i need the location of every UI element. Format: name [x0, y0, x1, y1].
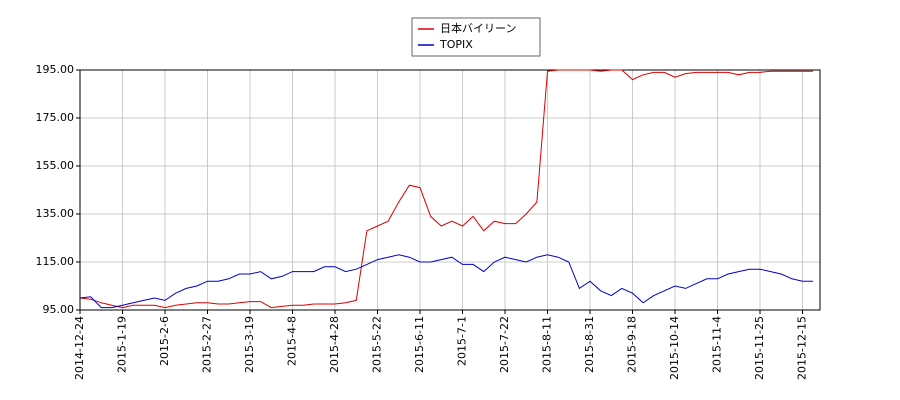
series-line [79, 254, 814, 309]
y-tick-label: 115.00 [36, 255, 75, 268]
x-tick-label: 2015-7-1 [456, 316, 469, 366]
y-tick-label: 155.00 [36, 159, 75, 172]
x-tick-label: 2015-7-22 [498, 316, 511, 373]
legend-box [411, 17, 541, 57]
legend-label: TOPIX [439, 38, 473, 51]
series-line [79, 69, 814, 309]
x-tick-label: 2015-9-18 [626, 316, 639, 373]
y-tick-label: 95.00 [43, 303, 75, 316]
x-tick-label: 2015-5-22 [371, 316, 384, 373]
x-tick-label: 2015-4-28 [328, 316, 341, 373]
x-tick-label: 2015-2-6 [158, 316, 171, 366]
y-tick-label: 175.00 [36, 111, 75, 124]
x-tick-label: 2015-3-19 [243, 316, 256, 373]
plot-border [79, 69, 821, 311]
legend-label: 日本バイリーン [440, 21, 516, 35]
x-tick-label: 2015-4-8 [286, 316, 299, 366]
x-tick-label: 2015-1-19 [116, 316, 129, 373]
plot-area [79, 69, 821, 311]
x-tick-label: 2015-8-31 [583, 316, 596, 373]
x-tick-label: 2015-11-25 [753, 316, 766, 380]
y-tick-label: 135.00 [36, 207, 75, 220]
x-tick-label: 2015-8-11 [541, 316, 554, 373]
x-tick-label: 2015-12-15 [796, 316, 809, 380]
x-tick-label: 2015-2-27 [201, 316, 214, 373]
x-tick-label: 2014-12-24 [73, 316, 86, 380]
x-tick-label: 2015-10-14 [668, 316, 681, 380]
x-tick-label: 2015-11-4 [711, 316, 724, 373]
y-tick-label: 195.00 [36, 63, 75, 76]
x-tick-label: 2015-6-11 [413, 316, 426, 373]
